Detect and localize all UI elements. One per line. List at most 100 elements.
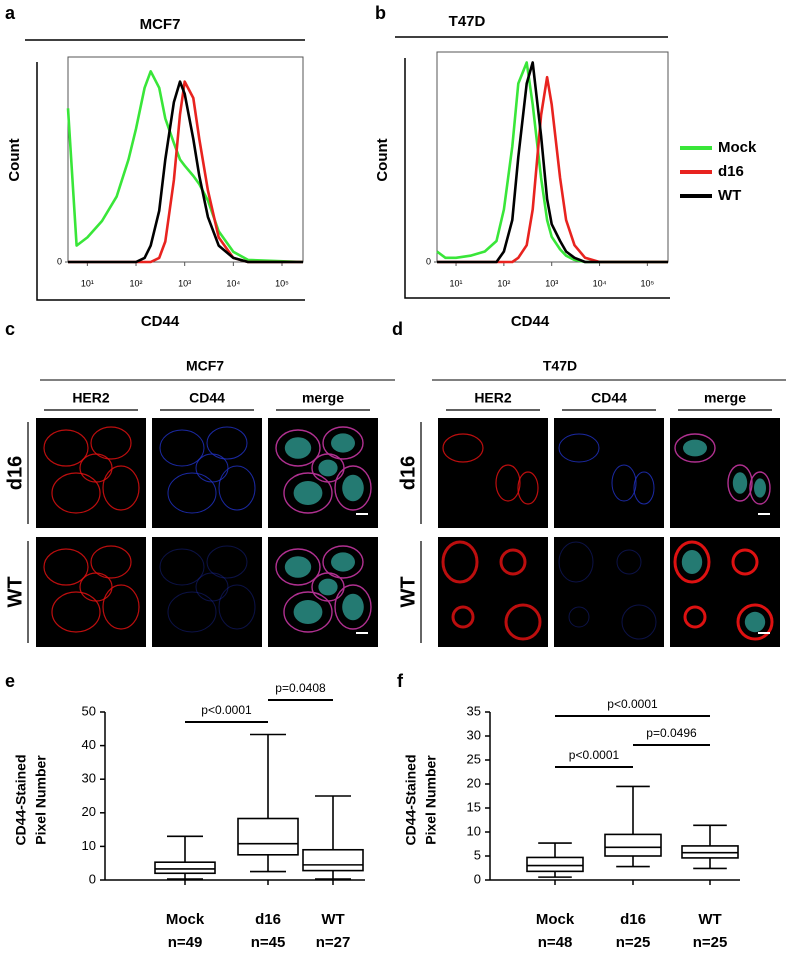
chart-title: MCF7 (140, 16, 181, 33)
cell-outline (159, 429, 205, 467)
histogram-line (437, 75, 668, 264)
histogram-line (436, 61, 668, 264)
cell-outline (611, 464, 637, 502)
plot-frame (67, 56, 304, 263)
x-tick-label: 10² (130, 278, 143, 288)
cell-outline (102, 465, 140, 511)
chart-title: T47D (449, 13, 486, 30)
nucleus (683, 439, 707, 457)
cell-outline (499, 548, 527, 576)
panel-letter: c (5, 319, 15, 339)
y-tick-label: 25 (467, 751, 481, 766)
cell-outline (727, 464, 753, 502)
cell-outline (334, 584, 372, 630)
row-label: d16 (4, 456, 26, 490)
nucleus (293, 600, 323, 624)
cell-outline (451, 605, 475, 629)
cell-outline (167, 591, 217, 633)
nucleus (293, 481, 323, 505)
cell-outline (43, 429, 89, 467)
micrograph (438, 418, 548, 528)
x-tick-label: 10⁵ (640, 278, 654, 288)
y-tick-label: 30 (467, 727, 481, 742)
cell-outline (674, 433, 716, 463)
column-label: merge (704, 390, 746, 406)
cell-outline (206, 426, 248, 460)
nucleus (342, 593, 364, 621)
y-axis-label: CD44-Stained (13, 754, 29, 845)
p-value: p=0.0408 (275, 681, 326, 695)
micrograph (36, 418, 146, 528)
column-label: HER2 (72, 390, 110, 406)
cell-outline (633, 471, 655, 505)
cell-outline (441, 540, 479, 584)
y-tick-label: 35 (467, 703, 481, 718)
cell-outline (195, 572, 229, 602)
n-label: n=45 (251, 934, 286, 951)
axis (36, 62, 305, 301)
cell-outline (206, 545, 248, 579)
panel-letter: f (397, 671, 404, 691)
n-label: n=49 (168, 934, 203, 951)
box (604, 833, 662, 857)
p-value: p<0.0001 (201, 703, 252, 717)
y-tick-label: 50 (82, 703, 96, 718)
nucleus (331, 552, 355, 572)
y-axis-label: Pixel Number (33, 755, 49, 845)
y-tick-label: 30 (82, 771, 96, 786)
n-label: n=25 (616, 934, 651, 951)
histogram-line (68, 80, 303, 264)
x-tick-label: d16 (255, 911, 281, 928)
panel-letter: a (5, 3, 16, 23)
x-tick-label: 10¹ (81, 278, 94, 288)
x-tick-label: 10³ (178, 278, 191, 288)
cell-outline (749, 471, 771, 505)
y-tick-label: 10 (82, 838, 96, 853)
cell-outline (621, 604, 657, 640)
cell-outline (673, 540, 711, 584)
row-label: WT (397, 576, 419, 607)
column-label: HER2 (474, 390, 512, 406)
cell-outline (568, 606, 590, 628)
cell-outline (322, 426, 364, 460)
legend-label: d16 (718, 163, 744, 180)
nucleus (284, 556, 312, 578)
y-axis-label: Count (6, 138, 23, 181)
nucleus (318, 578, 338, 596)
cell-outline (51, 591, 101, 633)
panel-title: MCF7 (186, 358, 224, 374)
micrograph (152, 418, 262, 528)
micrograph (670, 418, 780, 528)
x-tick-label: 10⁵ (275, 278, 289, 288)
x-tick-label: 10² (497, 278, 510, 288)
cell-outline (283, 472, 333, 514)
cell-outline (736, 603, 774, 641)
legend-label: WT (718, 187, 741, 204)
p-value: p<0.0001 (569, 748, 620, 762)
y-tick-label: 5 (474, 847, 481, 862)
n-label: n=27 (316, 934, 351, 951)
nucleus (732, 472, 748, 494)
n-label: n=25 (693, 934, 728, 951)
cell-outline (283, 591, 333, 633)
cell-outline (683, 605, 707, 629)
panel-letter: b (375, 3, 386, 23)
x-tick-label: WT (321, 911, 344, 928)
cell-outline (43, 548, 89, 586)
x-tick-label: Mock (536, 911, 575, 928)
cell-outline (275, 429, 321, 467)
nucleus (681, 550, 703, 574)
nucleus (284, 437, 312, 459)
x-tick-label: Mock (166, 911, 205, 928)
nucleus (754, 478, 766, 498)
y-tick-label: 0 (89, 871, 96, 886)
cell-outline (311, 572, 345, 602)
micrograph (438, 537, 548, 647)
cell-outline (218, 584, 256, 630)
cell-outline (167, 472, 217, 514)
x-axis-label: CD44 (511, 313, 550, 330)
cell-outline (731, 548, 759, 576)
x-axis-label: CD44 (141, 313, 180, 330)
nucleus (331, 433, 355, 453)
